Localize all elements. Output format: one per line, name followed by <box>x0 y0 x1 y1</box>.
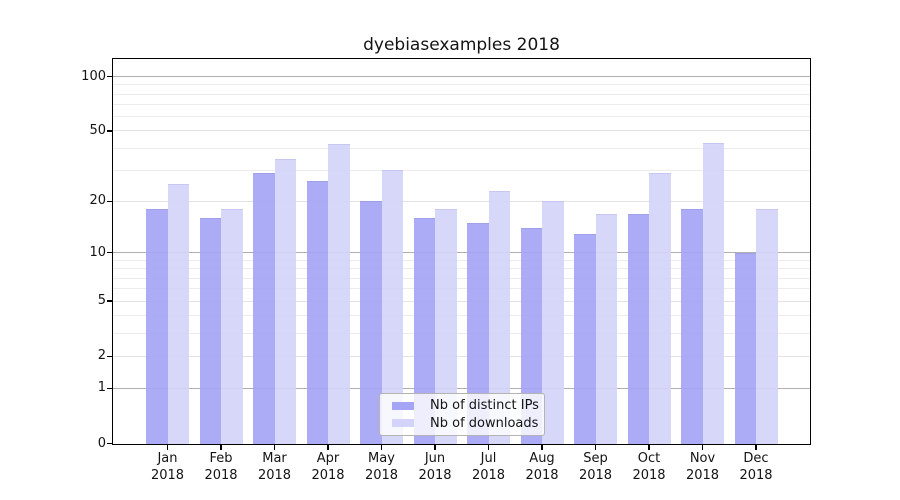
bar-distinct-ips-jul <box>467 223 489 445</box>
legend: Nb of distinct IPs Nb of downloads <box>379 393 545 436</box>
x-tick <box>273 444 276 450</box>
bar-distinct-ips-mar <box>253 173 275 445</box>
bar-distinct-ips-jan <box>146 209 168 445</box>
bar-downloads-dec <box>756 209 778 445</box>
minor-gridline <box>113 93 810 95</box>
y-tick-label: 20 <box>89 193 106 209</box>
minor-gridline <box>113 84 810 86</box>
y-tick <box>107 300 112 302</box>
minor-gridline <box>113 104 810 106</box>
minor-gridline <box>113 268 810 270</box>
minor-gridline <box>113 259 810 261</box>
bar-downloads-sep <box>595 213 617 445</box>
x-tick <box>648 444 650 450</box>
chart-title: dyebiasexamples 2018 <box>363 35 560 55</box>
bar-downloads-aug <box>542 201 564 445</box>
bar-distinct-ips-nov <box>681 209 703 445</box>
bar-downloads-may <box>381 170 403 445</box>
bar-distinct-ips-apr <box>306 181 328 445</box>
bar-downloads-jul <box>488 190 510 445</box>
x-tick-label: Apr 2018 <box>311 451 345 483</box>
legend-label: Nb of distinct IPs <box>430 398 539 414</box>
x-tick-label: Jul 2018 <box>471 451 506 483</box>
x-tick <box>380 444 383 450</box>
y-tick-label: 100 <box>81 68 106 84</box>
bar-distinct-ips-dec <box>734 252 756 445</box>
bar-distinct-ips-may <box>360 201 382 445</box>
y-tick <box>107 355 112 357</box>
bar-distinct-ips-sep <box>574 233 596 445</box>
x-tick-label: May 2018 <box>364 451 399 483</box>
x-tick <box>594 444 597 450</box>
x-tick-label: Sep 2018 <box>578 451 613 483</box>
x-tick <box>166 444 169 450</box>
x-tick <box>701 444 704 450</box>
minor-gridline <box>113 288 810 290</box>
x-tick-label: Jan 2018 <box>150 451 185 483</box>
y-tick <box>107 252 112 254</box>
minor-gridline <box>113 116 810 118</box>
labeled-minor-gridline <box>113 355 810 357</box>
legend-label: Nb of downloads <box>430 415 539 431</box>
x-tick-label: Mar 2018 <box>257 451 292 483</box>
legend-swatch-downloads <box>392 419 414 428</box>
bar-downloads-feb <box>221 209 243 445</box>
bar-downloads-jun <box>435 209 457 445</box>
minor-gridline <box>113 315 810 317</box>
labeled-minor-gridline <box>113 200 810 202</box>
legend-row: Nb of distinct IPs <box>388 398 539 414</box>
x-tick <box>327 444 329 450</box>
y-tick-label: 0 <box>97 435 106 451</box>
labeled-minor-gridline <box>113 300 810 302</box>
x-tick <box>434 444 436 450</box>
bar-downloads-nov <box>702 142 724 445</box>
y-tick <box>107 75 112 78</box>
bar-distinct-ips-aug <box>520 228 542 445</box>
minor-gridline <box>113 169 810 171</box>
decade-gridline <box>113 76 810 78</box>
y-tick-label: 2 <box>97 348 106 364</box>
legend-swatch-distinct-ips <box>392 401 414 410</box>
x-tick-label: Jun 2018 <box>418 451 452 483</box>
bar-downloads-mar <box>274 158 296 445</box>
x-tick <box>541 444 543 450</box>
decade-gridline <box>113 387 810 389</box>
bar-distinct-ips-jun <box>413 218 435 445</box>
bar-downloads-jan <box>167 184 189 445</box>
y-tick-label: 10 <box>89 244 106 260</box>
y-tick <box>107 130 112 132</box>
bar-distinct-ips-feb <box>199 218 221 445</box>
y-tick-label: 1 <box>97 380 106 396</box>
y-tick-label: 5 <box>97 293 106 309</box>
bar-downloads-apr <box>328 144 350 445</box>
decade-gridline <box>113 252 810 254</box>
x-tick <box>220 444 222 450</box>
x-tick-label: Feb 2018 <box>204 451 238 483</box>
y-tick <box>107 200 112 203</box>
minor-gridline <box>113 332 810 334</box>
labeled-minor-gridline <box>113 130 810 132</box>
y-tick <box>107 387 112 389</box>
bar-downloads-oct <box>649 173 671 445</box>
x-tick-label: Oct 2018 <box>632 451 666 483</box>
x-tick-label: Nov 2018 <box>685 451 720 483</box>
y-tick <box>107 442 112 445</box>
minor-gridline <box>113 277 810 279</box>
minor-gridline <box>113 147 810 149</box>
legend-row: Nb of downloads <box>388 415 539 431</box>
y-tick-label: 50 <box>89 122 106 138</box>
x-tick-label: Aug 2018 <box>525 451 559 483</box>
x-tick <box>487 444 490 450</box>
x-tick <box>755 444 757 450</box>
bar-distinct-ips-oct <box>627 213 649 445</box>
x-tick-label: Dec 2018 <box>739 451 773 483</box>
